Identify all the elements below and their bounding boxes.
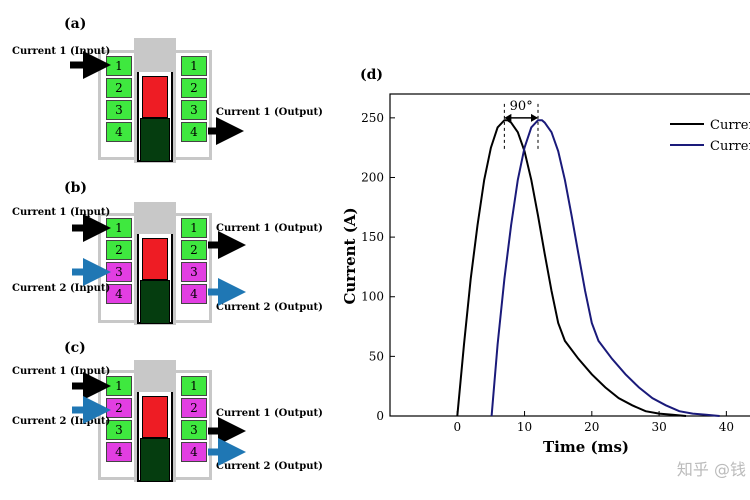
panel-b-output-1-label: Current 1 (Output)	[216, 223, 323, 234]
panel-a-output-1-label: Current 1 (Output)	[216, 107, 323, 118]
panel-b-projectile-back	[140, 280, 170, 324]
panel-a-label: (a)	[64, 16, 87, 32]
chart-panel-label: (d)	[360, 67, 383, 83]
panel-c-right-coil-1: 1	[181, 376, 207, 396]
panel-c-right-coil-2: 2	[181, 398, 207, 418]
panel-c-input-1-label: Current 1 (Input)	[12, 366, 111, 377]
panel-a-projectile-front	[142, 76, 168, 118]
y-tick-label-1: 50	[369, 349, 384, 363]
panel-b-right-coil-1: 1	[181, 218, 207, 238]
x-axis-label: Time (ms)	[543, 438, 629, 456]
series-line-1	[456, 119, 687, 417]
panel-a-left-coil-2: 2	[106, 78, 132, 98]
panel-b-left-coil-2: 2	[106, 240, 132, 260]
x-tick-label-1: 10	[517, 420, 532, 434]
panel-b-right-coil-3: 3	[181, 262, 207, 282]
x-tick-label-3: 30	[651, 420, 666, 434]
panel-b-right-coil-2: 2	[181, 240, 207, 260]
panel-b-left-coil-1: 1	[106, 218, 132, 238]
panel-c-right-coil-4: 4	[181, 442, 207, 462]
panel-c-output-1-label: Current 1 (Output)	[216, 408, 323, 419]
x-tick-label-2: 20	[584, 420, 599, 434]
panel-c-right-coil-3: 3	[181, 420, 207, 440]
phase-arrow-head-left	[504, 113, 512, 122]
panel-c-left-coil-4: 4	[106, 442, 132, 462]
x-tick-label-4: 40	[719, 420, 734, 434]
phase-label: 90°	[510, 99, 533, 114]
y-tick-label-5: 250	[361, 111, 384, 125]
panel-c-projectile-front	[142, 396, 168, 438]
panel-b-left-coil-3: 3	[106, 262, 132, 282]
phase-arrow-head-right	[531, 113, 538, 122]
panel-c-projectile-back	[140, 438, 170, 482]
panel-b-output-2-label: Current 2 (Output)	[216, 302, 323, 313]
plot-frame	[389, 93, 750, 417]
panel-a-input-1-label: Current 1 (Input)	[12, 46, 111, 57]
panel-a-projectile-back	[140, 118, 170, 162]
legend-label-2: Curren	[710, 139, 750, 154]
panel-a-right-coil-3: 3	[181, 100, 207, 120]
panel-b-projectile-front	[142, 238, 168, 280]
panel-a-right-coil-2: 2	[181, 78, 207, 98]
y-tick-label-4: 200	[361, 170, 384, 184]
panel-c-output-2-label: Current 2 (Output)	[216, 461, 323, 472]
y-tick-label-3: 150	[361, 230, 384, 244]
panel-b-input-2-label: Current 2 (Input)	[12, 283, 111, 294]
panel-c-left-coil-3: 3	[106, 420, 132, 440]
panel-c-input-2-label: Current 2 (Input)	[12, 416, 111, 427]
panel-b-right-coil-4: 4	[181, 284, 207, 304]
panel-a-left-coil-4: 4	[106, 122, 132, 142]
panel-a-left-coil-3: 3	[106, 100, 132, 120]
panel-b-input-1-label: Current 1 (Input)	[12, 207, 111, 218]
panel-a-right-coil-1: 1	[181, 56, 207, 76]
watermark: 知乎 @钱	[676, 460, 746, 479]
panel-b-label: (b)	[64, 180, 88, 196]
panel-b-left-coil-4: 4	[106, 284, 132, 304]
x-tick-label-0: 0	[453, 420, 461, 434]
panel-a-right-coil-4: 4	[181, 122, 207, 142]
y-tick-label-0: 0	[376, 409, 384, 423]
series-line-2	[490, 119, 720, 417]
y-tick-label-2: 100	[361, 290, 384, 304]
panel-c-label: (c)	[64, 340, 86, 356]
y-axis-label: Current (A)	[341, 207, 359, 304]
legend-label-1: Curren	[710, 118, 750, 133]
